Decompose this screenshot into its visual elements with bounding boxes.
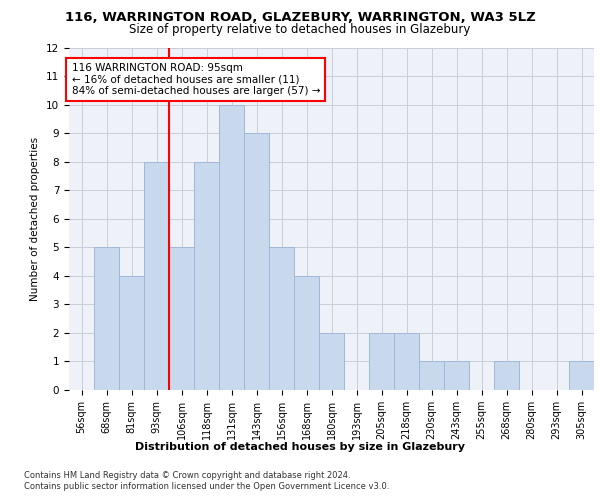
Text: 116 WARRINGTON ROAD: 95sqm
← 16% of detached houses are smaller (11)
84% of semi: 116 WARRINGTON ROAD: 95sqm ← 16% of deta… xyxy=(71,63,320,96)
Text: 116, WARRINGTON ROAD, GLAZEBURY, WARRINGTON, WA3 5LZ: 116, WARRINGTON ROAD, GLAZEBURY, WARRING… xyxy=(65,11,535,24)
Bar xyxy=(269,248,294,390)
Bar xyxy=(194,162,219,390)
Bar xyxy=(294,276,319,390)
Bar xyxy=(119,276,144,390)
Text: Distribution of detached houses by size in Glazebury: Distribution of detached houses by size … xyxy=(135,442,465,452)
Bar xyxy=(94,248,119,390)
Bar xyxy=(144,162,169,390)
Bar xyxy=(169,248,194,390)
Bar xyxy=(444,362,469,390)
Bar xyxy=(319,333,344,390)
Text: Contains public sector information licensed under the Open Government Licence v3: Contains public sector information licen… xyxy=(24,482,389,491)
Text: Size of property relative to detached houses in Glazebury: Size of property relative to detached ho… xyxy=(130,22,470,36)
Bar xyxy=(494,362,519,390)
Bar xyxy=(369,333,394,390)
Y-axis label: Number of detached properties: Number of detached properties xyxy=(31,136,40,301)
Bar xyxy=(569,362,594,390)
Bar xyxy=(394,333,419,390)
Bar xyxy=(419,362,444,390)
Bar xyxy=(244,133,269,390)
Text: Contains HM Land Registry data © Crown copyright and database right 2024.: Contains HM Land Registry data © Crown c… xyxy=(24,472,350,480)
Bar xyxy=(219,104,244,390)
